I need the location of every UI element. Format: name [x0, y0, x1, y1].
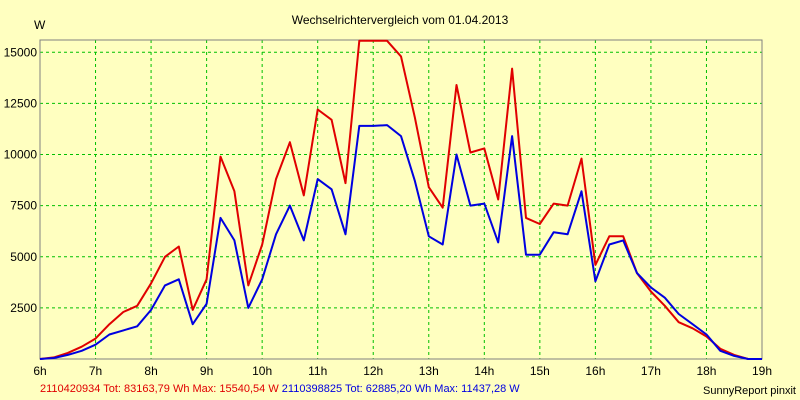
legend-series-1: 2110420934 Tot: 83163,79 Wh Max: 15540,5… [40, 383, 279, 395]
x-tick-label: 7h [89, 364, 102, 378]
legend: 2110420934 Tot: 83163,79 Wh Max: 15540,5… [40, 383, 520, 395]
series-line-1 [39, 39, 762, 360]
y-tick-label: 15000 [4, 45, 38, 59]
x-tick-label: 10h [252, 364, 272, 378]
x-tick-label: 13h [419, 364, 439, 378]
x-tick-label: 6h [33, 364, 46, 378]
x-tick-label: 11h [308, 364, 327, 378]
y-tick-label: 5000 [10, 250, 37, 264]
y-tick-label: 7500 [10, 199, 37, 213]
x-tick-label: 17h [641, 364, 661, 378]
series-line-2 [39, 124, 762, 360]
y-tick-label: 2500 [10, 301, 37, 315]
x-tick-label: 9h [200, 364, 213, 378]
y-tick-label: 10000 [4, 148, 38, 162]
x-tick-label: 14h [474, 364, 494, 378]
x-tick-label: 12h [363, 364, 383, 378]
x-tick-label: 8h [144, 364, 157, 378]
x-tick-label: 16h [585, 364, 605, 378]
x-tick-label: 18h [696, 364, 716, 378]
axes [39, 39, 763, 360]
legend-series-2: 2110398825 Tot: 62885,20 Wh Max: 11437,2… [281, 383, 520, 395]
plot-border [39, 39, 763, 360]
grid-lines [40, 40, 762, 359]
tick-labels: 6h 7h 8h 9h 10h 11h 12h 13h 14h 15h 16h 17h 18h 19h 25… [4, 45, 772, 378]
x-tick-label: 15h [530, 364, 550, 378]
chart-title: Wechselrichtervergleich vom 01.04.2013 [292, 13, 509, 27]
y-axis-unit: W [34, 18, 46, 32]
y-tick-label: 12500 [4, 96, 38, 110]
x-tick-label: 19h [752, 364, 772, 378]
credit-text: SunnyReport pinxit [703, 385, 796, 397]
series-lines [39, 39, 762, 360]
